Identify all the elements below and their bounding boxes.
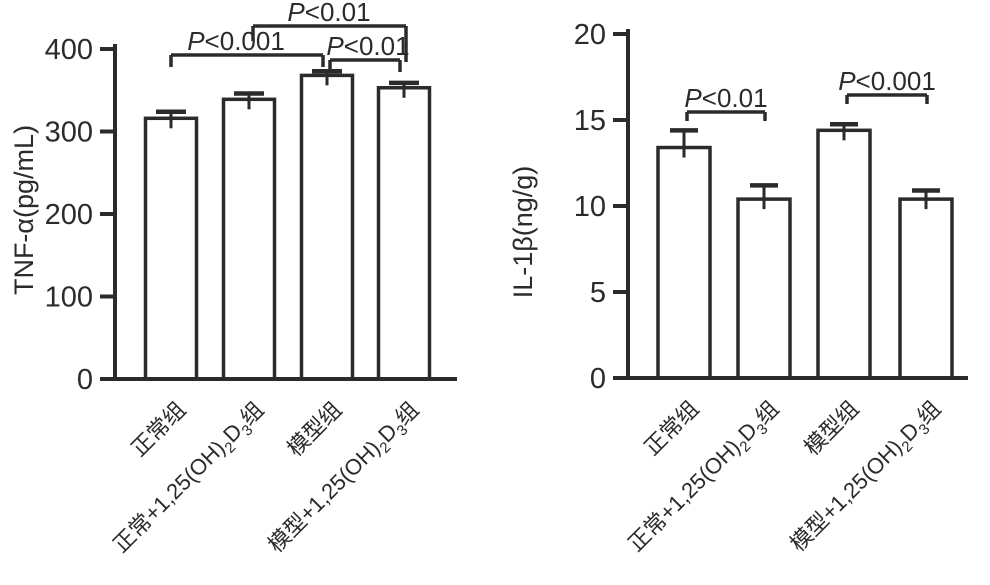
- bar: [143, 116, 199, 381]
- bar: [736, 197, 792, 380]
- x-category-label: 模型+1,25(OH)2D3组: [263, 397, 427, 561]
- bar: [656, 145, 712, 380]
- bar: [221, 97, 277, 381]
- y-tick-label: 10: [574, 191, 606, 223]
- y-axis-title: IL-1β(ng/g): [508, 166, 538, 299]
- significance-label: P<0.001: [187, 26, 285, 56]
- il-1beta-chart: 0 5 10 15 20 IL-1β(ng/g) P<0.01 P<0.001 正常组正常+1,…: [508, 19, 968, 560]
- y-tick-label: 400: [45, 34, 93, 66]
- bar: [898, 197, 954, 380]
- y-tick-label: 300: [45, 117, 93, 149]
- x-category-label: 模型+1,25(OH)2D3组: [785, 396, 949, 560]
- x-category-label: 模型组: [799, 396, 863, 460]
- y-tick-label: 200: [45, 199, 93, 231]
- y-tick-label: 15: [574, 105, 606, 137]
- y-tick-label: 20: [574, 19, 606, 51]
- x-category-label: 正常+1,25(OH)2D3组: [623, 396, 787, 560]
- bar: [299, 73, 355, 381]
- significance-label: P<0.01: [326, 31, 409, 61]
- x-category-label: 正常组: [126, 397, 190, 461]
- x-category-label: 正常组: [639, 396, 703, 460]
- y-axis-title: TNF-α(pg/mL): [9, 125, 39, 295]
- plot-area: 0 5 10 15 20 IL-1β(ng/g) P<0.01 P<0.001 正常组正常+1,…: [508, 19, 968, 560]
- x-category-label: 模型组: [282, 397, 346, 461]
- y-tick-label: 100: [45, 282, 93, 314]
- significance-label: P<0.001: [838, 66, 936, 96]
- significance-label: P<0.01: [287, 0, 370, 27]
- significance-label: P<0.01: [684, 83, 767, 113]
- y-tick-label: 5: [590, 277, 606, 309]
- y-tick-label: 0: [590, 363, 606, 395]
- y-tick-label: 0: [77, 364, 93, 396]
- x-category-label: 正常+1,25(OH)2D3组: [108, 397, 272, 561]
- bar: [376, 86, 432, 381]
- bar: [816, 128, 872, 380]
